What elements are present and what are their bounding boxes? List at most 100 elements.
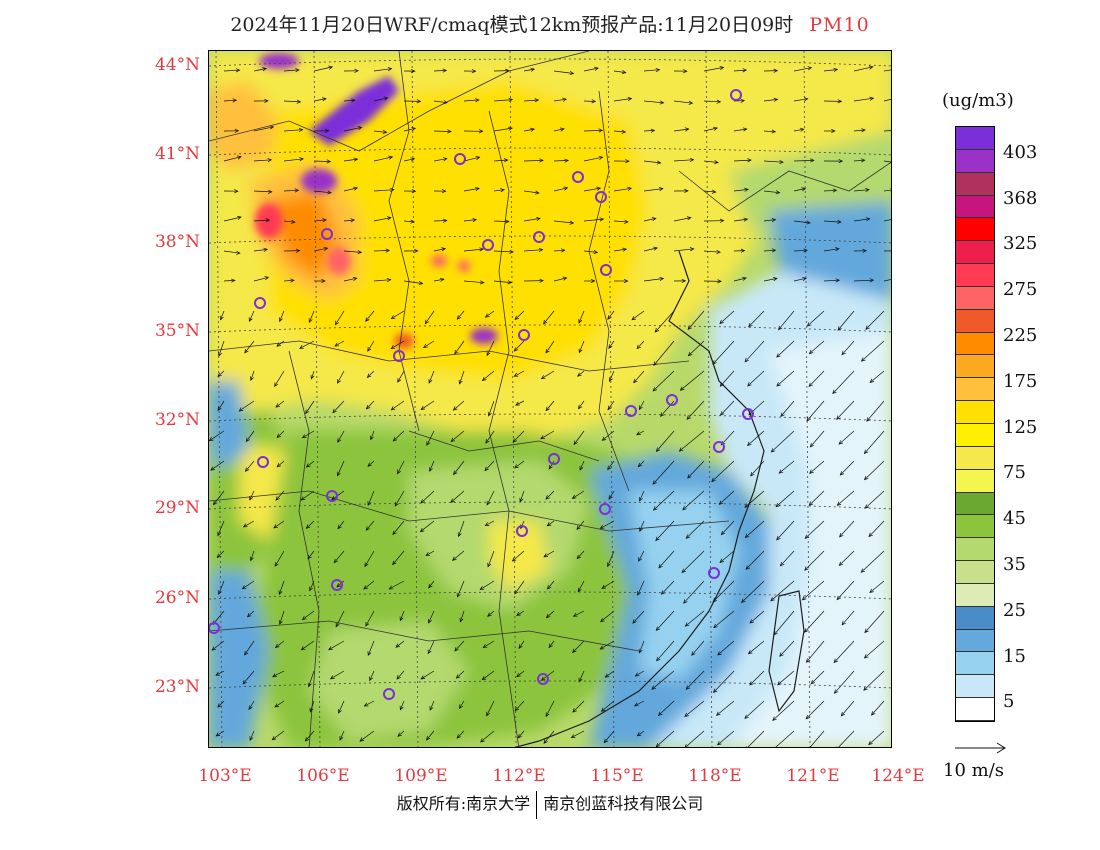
wind-arrow bbox=[486, 490, 495, 506]
wind-arrow bbox=[853, 187, 870, 193]
wind-arrow bbox=[513, 370, 525, 377]
wind-arrow bbox=[275, 490, 285, 501]
wind-arrow bbox=[392, 550, 405, 566]
wind-reference-label: 10 m/s bbox=[943, 760, 1004, 781]
wind-arrow bbox=[399, 700, 405, 711]
lon-label-112: 112°E bbox=[492, 766, 546, 786]
wind-arrow bbox=[337, 370, 345, 384]
wind-arrow bbox=[223, 98, 238, 103]
wind-arrow bbox=[853, 128, 866, 133]
wind-arrow bbox=[870, 700, 885, 716]
wind-arrow bbox=[679, 370, 705, 391]
wind-arrow bbox=[223, 128, 240, 133]
wind-arrow bbox=[456, 580, 465, 598]
wind-arrow bbox=[577, 580, 585, 593]
wind-arrow bbox=[717, 640, 735, 656]
wind-arrow bbox=[518, 640, 525, 649]
wind-arrow bbox=[747, 370, 765, 387]
wind-arrow bbox=[824, 128, 836, 134]
wind-arrow bbox=[337, 430, 345, 443]
wind-arrow bbox=[673, 100, 694, 105]
wind-arrow bbox=[513, 340, 525, 352]
city-marker bbox=[599, 503, 611, 515]
wind-arrow bbox=[570, 730, 585, 738]
city-markers bbox=[209, 89, 754, 700]
colorbar-cell bbox=[956, 195, 994, 219]
wind-arrow bbox=[553, 158, 570, 163]
wind-arrow bbox=[334, 310, 345, 326]
wind-arrow bbox=[863, 640, 885, 659]
wind-arrow bbox=[613, 219, 629, 224]
wind-arrow bbox=[578, 310, 585, 324]
wind-arrow bbox=[744, 520, 765, 539]
wind-arrow bbox=[253, 125, 275, 132]
wind-arrow bbox=[863, 430, 885, 455]
forecast-map[interactable] bbox=[208, 50, 892, 748]
wind-arrow bbox=[653, 490, 675, 511]
wind-arrow bbox=[744, 340, 765, 363]
wind-arrow bbox=[283, 188, 300, 193]
wind-arrow bbox=[673, 216, 692, 222]
wind-arrow bbox=[883, 160, 891, 163]
wind-arrow bbox=[832, 370, 855, 395]
wind-arrow bbox=[463, 217, 477, 223]
wind-arrow bbox=[660, 400, 675, 417]
colorbar-unit: (ug/m3) bbox=[942, 90, 1014, 111]
wind-arrow bbox=[883, 130, 891, 132]
colorbar-cell bbox=[956, 378, 994, 402]
wind-arrow bbox=[453, 460, 465, 476]
wind-arrow bbox=[809, 460, 825, 474]
wind-arrow bbox=[703, 160, 719, 165]
wind-arrow bbox=[299, 340, 315, 349]
wind-arrow bbox=[403, 99, 422, 104]
wind-arrow bbox=[218, 340, 225, 357]
wind-arrow bbox=[583, 217, 605, 222]
wind-arrow bbox=[493, 68, 510, 73]
wind-arrow bbox=[776, 520, 795, 541]
wind-arrow bbox=[673, 127, 690, 132]
wind-arrow bbox=[450, 430, 465, 443]
wind-arrow bbox=[336, 460, 345, 477]
wind-arrow bbox=[869, 580, 885, 594]
wind-arrow bbox=[486, 340, 495, 357]
wind-arrow bbox=[455, 670, 465, 679]
wind-arrow bbox=[516, 670, 525, 678]
wind-arrow bbox=[869, 370, 885, 384]
wind-arrow bbox=[571, 490, 585, 499]
city-marker bbox=[383, 688, 395, 700]
wind-arrow bbox=[545, 400, 555, 412]
wind-arrow bbox=[841, 610, 855, 626]
wind-arrow bbox=[583, 250, 599, 255]
wind-arrow bbox=[553, 97, 567, 102]
wind-arrow bbox=[313, 128, 330, 133]
wind-arrow bbox=[517, 730, 525, 739]
wind-arrow bbox=[633, 370, 645, 384]
wind-arrow bbox=[433, 129, 452, 134]
wind-arrow bbox=[310, 370, 315, 380]
lat-label-23: 23°N bbox=[154, 677, 200, 697]
wind-arrow bbox=[860, 340, 885, 362]
wind-arrow bbox=[712, 340, 735, 365]
wind-arrow bbox=[249, 490, 255, 501]
wind-arrow bbox=[643, 160, 662, 165]
wind-arrow bbox=[703, 189, 717, 194]
wind-arrow bbox=[367, 340, 375, 352]
wind-arrow bbox=[249, 370, 255, 382]
wind-arrow bbox=[253, 189, 273, 194]
wind-arrow bbox=[388, 580, 405, 590]
wind-arrow bbox=[373, 66, 393, 72]
wind-arrow bbox=[578, 340, 585, 354]
colorbar-cell bbox=[956, 149, 994, 173]
wind-arrow bbox=[578, 400, 585, 410]
colorbar-cell bbox=[956, 355, 994, 379]
wind-arrow bbox=[223, 189, 239, 194]
wind-arrow bbox=[583, 128, 604, 133]
wind-arrow bbox=[253, 218, 271, 223]
wind-arrow bbox=[603, 730, 615, 744]
city-marker bbox=[537, 673, 549, 685]
colorbar-cell bbox=[956, 561, 994, 584]
wind-arrow bbox=[283, 248, 301, 253]
wind-arrow bbox=[548, 460, 555, 470]
wind-arrow bbox=[673, 278, 687, 283]
wind-arrow bbox=[840, 700, 855, 717]
